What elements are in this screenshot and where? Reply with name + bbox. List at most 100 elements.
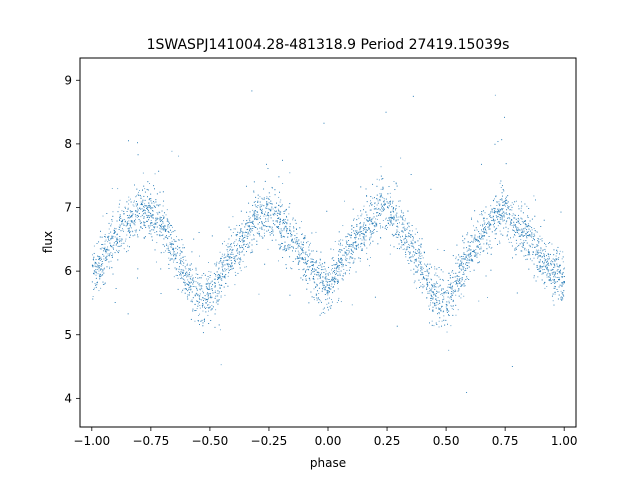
data-point (230, 249, 232, 251)
data-point (244, 234, 246, 236)
data-point (117, 239, 119, 241)
data-point (459, 265, 461, 267)
data-point (462, 263, 464, 265)
data-point (253, 211, 255, 213)
data-point (442, 311, 444, 313)
data-point (377, 202, 379, 204)
data-point (341, 244, 343, 246)
data-point (124, 220, 126, 222)
data-point (289, 228, 291, 230)
data-point (421, 273, 423, 275)
data-point (271, 228, 273, 230)
data-point (562, 283, 564, 285)
data-point (525, 224, 527, 226)
data-point (275, 206, 277, 208)
data-point (562, 295, 564, 297)
data-point (313, 269, 315, 271)
data-point (328, 272, 330, 274)
data-point (186, 276, 188, 278)
data-point (344, 200, 345, 202)
data-point (167, 252, 169, 253)
data-point (178, 155, 180, 157)
data-point (435, 295, 437, 297)
data-point (124, 221, 126, 223)
data-point (525, 220, 527, 222)
data-point (244, 266, 246, 268)
data-point (153, 202, 155, 204)
data-point (390, 200, 391, 202)
data-point (100, 266, 102, 267)
data-point (305, 251, 307, 253)
data-point (128, 215, 130, 217)
data-point (279, 224, 281, 226)
data-point (525, 249, 527, 251)
data-point (558, 256, 560, 258)
data-point (219, 274, 221, 276)
data-point (147, 206, 149, 208)
data-point (301, 221, 302, 223)
data-point (370, 202, 372, 204)
data-point (459, 271, 461, 273)
data-point (420, 266, 422, 268)
data-point (356, 245, 357, 247)
data-point (431, 287, 433, 289)
data-point (139, 190, 141, 192)
data-point (199, 289, 201, 291)
data-point (297, 263, 299, 265)
data-point (391, 217, 393, 219)
data-point (325, 277, 327, 279)
data-point (98, 275, 100, 277)
data-point (437, 286, 439, 288)
data-point (390, 244, 391, 246)
data-point (111, 219, 113, 221)
data-point (254, 225, 256, 227)
data-point (377, 198, 379, 200)
data-point (520, 210, 522, 212)
data-point (120, 230, 122, 232)
data-point (426, 280, 428, 282)
data-point (251, 225, 253, 227)
data-point (358, 257, 360, 259)
data-point (538, 268, 540, 270)
data-point (538, 238, 540, 240)
data-point (432, 302, 434, 304)
data-point (261, 211, 263, 213)
data-point (121, 239, 123, 241)
data-point (308, 246, 310, 248)
data-point (528, 253, 530, 255)
data-point (533, 195, 535, 197)
data-point (156, 226, 158, 228)
data-point (215, 263, 217, 265)
data-point (543, 254, 545, 256)
data-point (390, 211, 392, 213)
data-point (466, 250, 468, 252)
data-point (359, 231, 361, 232)
data-point (231, 250, 233, 251)
data-point (562, 251, 564, 253)
data-point (162, 228, 164, 230)
data-point (256, 232, 258, 234)
data-point (536, 253, 538, 255)
data-point (106, 213, 108, 214)
data-point (158, 170, 160, 172)
data-point (353, 247, 355, 249)
data-point (402, 216, 404, 218)
data-point (315, 286, 317, 288)
data-point (451, 294, 453, 296)
data-point (207, 295, 209, 297)
data-point (410, 259, 411, 261)
data-point (460, 268, 462, 270)
data-point (528, 224, 530, 226)
data-point (239, 258, 241, 260)
data-point (149, 183, 150, 184)
data-point (458, 271, 460, 273)
data-point (150, 222, 152, 224)
data-point (468, 254, 470, 255)
data-point (220, 295, 222, 297)
data-point (103, 268, 105, 270)
data-point (259, 207, 261, 209)
data-point (553, 266, 555, 268)
data-point (562, 261, 564, 263)
data-point (254, 201, 256, 202)
data-point (367, 219, 369, 221)
